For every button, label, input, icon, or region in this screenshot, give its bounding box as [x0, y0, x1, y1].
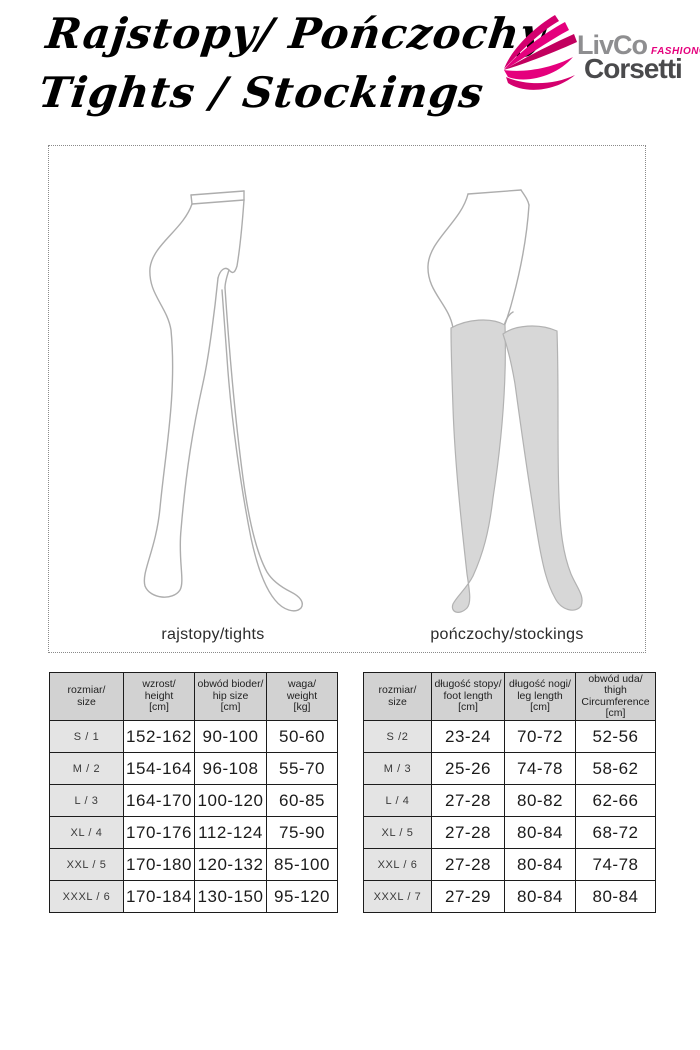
- table-cell: 164-170: [123, 784, 195, 817]
- table-header-row: rozmiar/size wzrost/height [cm] obwód bio…: [49, 672, 338, 721]
- table-cell: 152-162: [123, 720, 195, 753]
- table-cell: 60-85: [266, 784, 338, 817]
- logo-brand-name-2: Corsetti: [584, 53, 683, 84]
- table-cell: 27-28: [431, 816, 505, 849]
- table-cell: 85-100: [266, 848, 338, 881]
- col-header-weight: waga/weight [kg]: [266, 672, 338, 721]
- table-cell: 74-78: [504, 752, 576, 785]
- size-cell: XXL / 5: [49, 848, 124, 881]
- size-cell: XXXL / 7: [363, 880, 432, 913]
- figures-panel: rajstopy/tights pończochy/stockings: [48, 145, 646, 653]
- logo-fashion-label: FASHION®: [651, 46, 700, 57]
- table-row: XXL / 6 27-28 80-84 74-78: [363, 848, 656, 881]
- title-line-1: Rajstopy/ Pończochy: [43, 9, 549, 58]
- stockings-size-table: rozmiar/size długość stopy/foot length [c…: [363, 672, 656, 913]
- col-header-hip-size: obwód bioder/hip size [cm]: [194, 672, 267, 721]
- size-cell: M / 3: [363, 752, 432, 785]
- table-cell: 80-84: [575, 880, 656, 913]
- stockings-illustration: [427, 189, 583, 613]
- table-cell: 80-84: [504, 816, 576, 849]
- table-header-row: rozmiar/size długość stopy/foot length [c…: [363, 672, 656, 721]
- table-row: L / 3 164-170 100-120 60-85: [49, 784, 338, 817]
- tights-label: rajstopy/tights: [161, 626, 265, 643]
- logo-brand-name: LivCo: [577, 30, 648, 60]
- table-cell: 90-100: [194, 720, 267, 753]
- table-row: XXL / 5 170-180 120-132 85-100: [49, 848, 338, 881]
- size-cell: XL / 4: [49, 816, 124, 849]
- table-row: XXXL / 6 170-184 130-150 95-120: [49, 880, 338, 913]
- col-header-size: rozmiar/size: [363, 672, 432, 721]
- tights-size-table: rozmiar/size wzrost/height [cm] obwód bio…: [49, 672, 338, 913]
- table-cell: 70-72: [504, 720, 576, 753]
- table-cell: 68-72: [575, 816, 656, 849]
- table-cell: 170-180: [123, 848, 195, 881]
- table-cell: 100-120: [194, 784, 267, 817]
- table-cell: 170-184: [123, 880, 195, 913]
- col-header-leg-length: długość nogi/leg length [cm]: [504, 672, 576, 721]
- size-cell: S /2: [363, 720, 432, 753]
- table-row: XL / 4 170-176 112-124 75-90: [49, 816, 338, 849]
- table-cell: 25-26: [431, 752, 505, 785]
- size-cell: L / 3: [49, 784, 124, 817]
- table-row: XXXL / 7 27-29 80-84 80-84: [363, 880, 656, 913]
- page-title: Rajstopy/ Pończochy Tights / Stockings: [36, 4, 550, 122]
- table-row: M / 2 154-164 96-108 55-70: [49, 752, 338, 785]
- size-cell: XXL / 6: [363, 848, 432, 881]
- table-row: S /2 23-24 70-72 52-56: [363, 720, 656, 753]
- table-cell: 96-108: [194, 752, 267, 785]
- stockings-label: pończochy/stockings: [430, 626, 584, 643]
- title-line-2: Tights / Stockings: [36, 68, 487, 117]
- table-cell: 52-56: [575, 720, 656, 753]
- table-cell: 55-70: [266, 752, 338, 785]
- col-header-height: wzrost/height [cm]: [123, 672, 195, 721]
- table-cell: 80-84: [504, 880, 576, 913]
- table-cell: 130-150: [194, 880, 267, 913]
- table-row: S / 1 152-162 90-100 50-60: [49, 720, 338, 753]
- size-cell: XXXL / 6: [49, 880, 124, 913]
- table-cell: 120-132: [194, 848, 267, 881]
- table-cell: 95-120: [266, 880, 338, 913]
- table-cell: 27-29: [431, 880, 505, 913]
- table-cell: 58-62: [575, 752, 656, 785]
- table-row: M / 3 25-26 74-78 58-62: [363, 752, 656, 785]
- table-cell: 23-24: [431, 720, 505, 753]
- size-cell: S / 1: [49, 720, 124, 753]
- table-cell: 154-164: [123, 752, 195, 785]
- table-row: XL / 5 27-28 80-84 68-72: [363, 816, 656, 849]
- table-cell: 50-60: [266, 720, 338, 753]
- table-cell: 80-84: [504, 848, 576, 881]
- table-cell: 80-82: [504, 784, 576, 817]
- table-cell: 27-28: [431, 848, 505, 881]
- table-cell: 112-124: [194, 816, 267, 849]
- table-cell: 74-78: [575, 848, 656, 881]
- table-cell: 27-28: [431, 784, 505, 817]
- table-cell: 170-176: [123, 816, 195, 849]
- size-cell: L / 4: [363, 784, 432, 817]
- col-header-foot-length: długość stopy/foot length [cm]: [431, 672, 505, 721]
- col-header-size: rozmiar/size: [49, 672, 124, 721]
- logo-swoosh-icon: [504, 15, 577, 90]
- table-row: L / 4 27-28 80-82 62-66: [363, 784, 656, 817]
- table-cell: 75-90: [266, 816, 338, 849]
- size-cell: XL / 5: [363, 816, 432, 849]
- size-cell: M / 2: [49, 752, 124, 785]
- table-cell: 62-66: [575, 784, 656, 817]
- tights-illustration: [143, 190, 303, 612]
- col-header-thigh-circumference: obwód uda/thigh Circumference [cm]: [575, 672, 656, 721]
